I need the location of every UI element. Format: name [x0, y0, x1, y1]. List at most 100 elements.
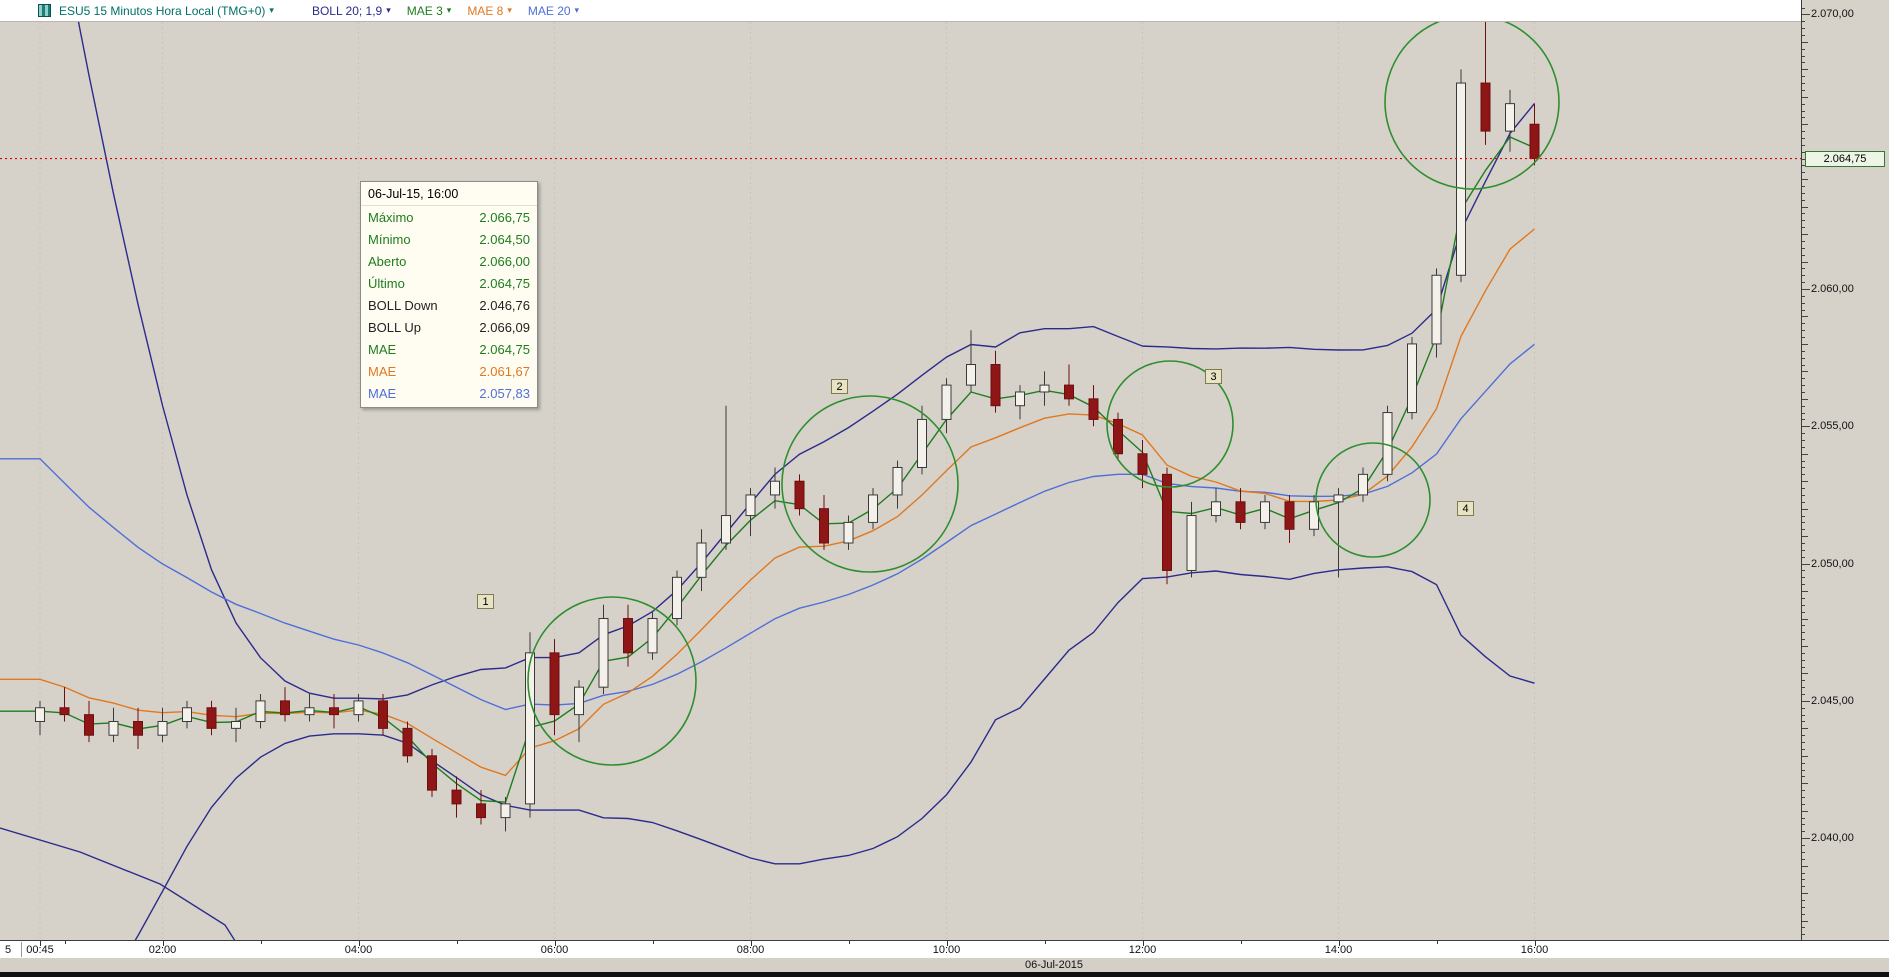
- candle-down: [1235, 501, 1246, 523]
- candle-up: [770, 480, 780, 496]
- price-axis-label: 2.050,00: [1811, 557, 1854, 570]
- annotation-circle-4: [1315, 442, 1431, 558]
- data-window-row-label: BOLL Up: [368, 319, 421, 335]
- price-axis-tick: [1802, 893, 1808, 895]
- price-axis-tick: [1802, 467, 1805, 469]
- candle-down: [451, 789, 462, 805]
- price-axis[interactable]: 2.070,00 2.060,00 2.055,00 2.050,00 2.045,00…: [1801, 0, 1889, 940]
- price-axis-tick: [1802, 48, 1805, 50]
- candle-up: [353, 700, 364, 716]
- data-window-row-value: 2.061,67: [479, 363, 530, 379]
- candle-down: [476, 803, 486, 819]
- candle-up: [917, 418, 927, 468]
- price-axis-tick: [1802, 591, 1808, 593]
- price-axis-tick: [1802, 69, 1808, 71]
- candle-up: [745, 494, 756, 517]
- candle-up: [1015, 391, 1025, 407]
- annotation-circle-5: [1384, 22, 1560, 190]
- data-window-row-label: Último: [368, 275, 405, 291]
- time-axis-tick: [40, 941, 41, 946]
- indicator-boll-20-1-9[interactable]: BOLL 20; 1,9 ▾: [312, 4, 391, 18]
- time-axis-label: 12:00: [1128, 944, 1157, 956]
- price-axis-tick: [1802, 254, 1805, 256]
- candle-down: [819, 508, 829, 544]
- price-axis-tick: [1802, 687, 1805, 689]
- price-axis-tick: [1802, 460, 1805, 462]
- time-axis-minor-tick: [652, 941, 654, 944]
- chevron-down-icon: ▾: [386, 5, 391, 15]
- price-axis-tick: [1802, 364, 1805, 366]
- candle-down: [549, 652, 560, 716]
- price-axis-tick: [1802, 728, 1808, 730]
- annotation-circle-3: [1106, 360, 1234, 488]
- price-axis-tick: [1802, 186, 1805, 188]
- price-axis-tick: [1802, 7, 1805, 9]
- price-axis-tick: [1802, 488, 1805, 490]
- candle-up: [672, 576, 682, 620]
- price-axis-tick: [1802, 227, 1805, 229]
- time-axis-tick: [946, 941, 948, 946]
- price-axis-tick: [1802, 803, 1805, 805]
- time-axis[interactable]: 00:45 02:00 04:00 06:00 08:00 10:00 12:00 14:00…: [0, 940, 1889, 958]
- price-axis-tick: [1802, 584, 1805, 586]
- price-axis-tick: [1802, 694, 1805, 696]
- price-axis-tick: [1802, 275, 1805, 277]
- price-axis-tick: [1802, 247, 1805, 249]
- price-chart-plot[interactable]: [0, 22, 1801, 940]
- candle-down: [402, 727, 413, 757]
- price-axis-tick: [1802, 34, 1805, 36]
- price-axis-tick: [1802, 652, 1805, 654]
- indicator-mae-20[interactable]: MAE 20 ▾: [528, 4, 579, 18]
- price-axis-tick: [1802, 549, 1805, 551]
- indicator-mae-8[interactable]: MAE 8 ▾: [467, 4, 512, 18]
- price-axis-tick: [1802, 776, 1805, 778]
- price-axis-tick: [1802, 206, 1808, 208]
- time-axis-label: 16:00: [1520, 944, 1549, 956]
- price-axis-tick: [1802, 639, 1805, 641]
- price-axis-tick: [1802, 501, 1805, 503]
- candle-up: [598, 618, 609, 688]
- bollinger-lower-band-history: [0, 827, 236, 940]
- price-axis-label: 2.040,00: [1811, 832, 1854, 845]
- price-axis-tick: [1802, 76, 1805, 78]
- price-axis-tick: [1802, 769, 1805, 771]
- data-window-row: Aberto 2.066,00: [361, 250, 537, 272]
- time-axis-tick: [750, 941, 752, 946]
- time-axis-tick: [554, 941, 556, 946]
- price-axis-tick: [1802, 597, 1805, 599]
- time-axis-minor-tick: [260, 941, 262, 944]
- price-axis-tick: [1802, 797, 1805, 798]
- price-axis-tick: [1802, 543, 1805, 544]
- candle-down: [1088, 398, 1099, 420]
- price-axis-tick: [1802, 453, 1808, 455]
- data-window-row: MAE 2.061,67: [361, 360, 537, 382]
- data-window-row: Máximo 2.066,75: [361, 206, 537, 228]
- price-axis-tick: [1802, 398, 1808, 400]
- candle-up: [304, 707, 315, 716]
- price-axis-tick: [1802, 625, 1805, 627]
- candle-up: [574, 686, 584, 716]
- indicator-mae-3[interactable]: MAE 3 ▾: [407, 4, 452, 18]
- candle-up: [182, 707, 192, 722]
- price-axis-tick: [1802, 21, 1805, 23]
- price-axis-tick: [1802, 302, 1805, 304]
- time-axis-tick: [1534, 941, 1536, 946]
- time-axis-tick: [162, 941, 164, 946]
- candle-up: [231, 720, 241, 729]
- price-axis-tick: [1802, 316, 1808, 318]
- price-axis-tick: [1802, 343, 1808, 345]
- price-axis-tick: [1802, 371, 1808, 373]
- bollinger-upper-band: [77, 22, 1536, 700]
- price-axis-tick: [1802, 570, 1805, 572]
- candle-up: [35, 707, 45, 722]
- candle-down: [1064, 384, 1074, 400]
- annotation-circle-2: [781, 395, 959, 573]
- time-axis-label: 10:00: [932, 944, 961, 956]
- candle-down: [206, 707, 217, 729]
- instrument-selector[interactable]: ESU5 15 Minutos Hora Local (TMG+0) ▾: [59, 4, 274, 18]
- time-axis-label: 02:00: [148, 944, 177, 956]
- price-axis-tick: [1802, 28, 1805, 30]
- price-axis-tick: [1802, 89, 1805, 91]
- price-axis-label: 2.045,00: [1811, 694, 1854, 707]
